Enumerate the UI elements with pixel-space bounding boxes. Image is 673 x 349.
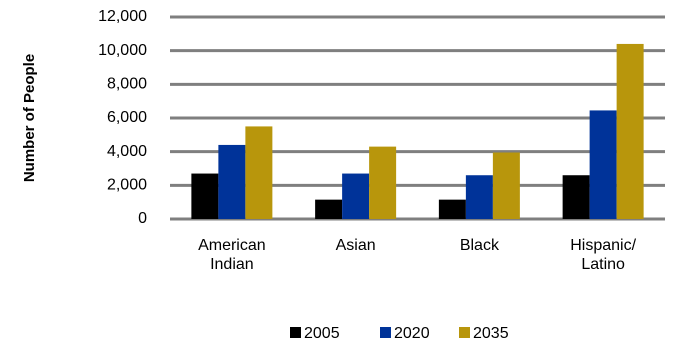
bar [342, 173, 370, 219]
legend-label: 2035 [473, 325, 509, 342]
y-tick-label: 0 [138, 210, 147, 227]
y-tick-label: 8,000 [107, 76, 147, 93]
y-axis-title: Number of People [21, 54, 38, 182]
bar [369, 146, 397, 219]
y-tick-label: 10,000 [98, 42, 147, 59]
legend-swatch [290, 327, 301, 338]
y-tick-label: 12,000 [98, 8, 147, 25]
legend-swatch [380, 327, 391, 338]
bar [465, 175, 493, 219]
bar [589, 110, 617, 219]
y-tick-label: 4,000 [107, 143, 147, 160]
bar [218, 144, 246, 219]
x-tick-label: Hispanic/ Latino [570, 237, 637, 273]
x-tick-label: American Indian [198, 237, 266, 273]
legend-label: 2005 [304, 325, 340, 342]
bar [245, 126, 273, 219]
bar [562, 175, 590, 219]
bar [315, 199, 343, 219]
bar [191, 173, 219, 219]
y-tick-label: 2,000 [107, 177, 147, 194]
bar [492, 152, 520, 219]
x-tick-label: Asian [335, 237, 376, 254]
y-tick-label: 6,000 [107, 109, 147, 126]
bar [616, 43, 644, 219]
legend-swatch [459, 327, 470, 338]
x-tick-label: Black [459, 237, 499, 254]
legend-label: 2020 [394, 325, 430, 342]
bar [438, 199, 466, 219]
